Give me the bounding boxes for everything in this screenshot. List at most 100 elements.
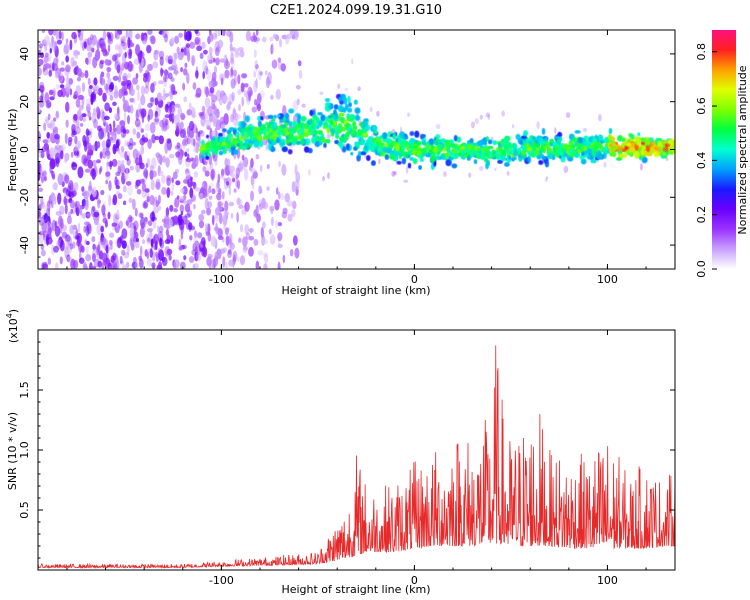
spectrogram-noise-blob — [139, 226, 145, 238]
spectrogram-noise-blob — [87, 110, 91, 118]
spectrogram-noise-blob — [206, 69, 212, 82]
spectrogram-noise-blob — [259, 71, 263, 76]
spectrogram-signal-blob — [320, 133, 324, 137]
spectrogram-noise-blob — [203, 86, 209, 95]
spectrogram-noise-blob — [61, 231, 68, 239]
spectrogram-noise-blob — [190, 181, 196, 186]
spectrogram-noise-blob — [82, 263, 87, 269]
spectrogram-noise-blob — [87, 159, 94, 169]
spectrogram-noise-blob — [142, 200, 147, 209]
spectrogram-signal-blob — [409, 131, 415, 136]
spectrogram-noise-blob — [54, 220, 58, 229]
spectrogram-signal-blob — [451, 163, 457, 169]
spectrogram-noise-blob — [485, 112, 490, 118]
spectrogram-noise-blob — [127, 73, 132, 79]
spectrogram-signal-blob — [372, 125, 378, 131]
spectrogram-noise-blob — [105, 83, 109, 94]
spectrogram-noise-blob — [43, 55, 49, 64]
spectrogram-noise-blob — [147, 114, 150, 122]
spectrogram-signal-blob — [334, 104, 339, 110]
spectrogram-noise-blob — [405, 166, 409, 174]
spectrogram-noise-blob — [165, 119, 169, 126]
spectrogram-noise-blob — [186, 137, 191, 145]
spectrogram-noise-blob — [269, 234, 276, 245]
spectrogram-noise-blob — [259, 164, 263, 173]
spectrogram-noise-blob — [229, 242, 235, 251]
spectrogram-noise-blob — [196, 45, 203, 52]
spectrogram-signal-blob — [382, 137, 389, 143]
spectrogram-noise-blob — [151, 133, 156, 144]
spectrogram-noise-blob — [108, 107, 113, 114]
spectrogram-noise-blob — [159, 154, 163, 166]
spectrogram-noise-blob — [230, 113, 235, 123]
spectrogram-noise-blob — [124, 51, 127, 59]
spectrogram-signal-blob — [586, 154, 591, 160]
spectrogram-noise-blob — [261, 238, 268, 245]
spectrogram-noise-blob — [215, 222, 218, 235]
spectrogram-noise-blob — [297, 60, 302, 67]
spectrogram-noise-blob — [79, 245, 84, 253]
spectrogram-noise-blob — [57, 215, 63, 228]
spectrogram-noise-blob — [206, 165, 212, 171]
spectrogram-noise-blob — [236, 197, 241, 206]
spectrogram-noise-blob — [195, 127, 199, 134]
spectrogram-noise-blob — [164, 239, 171, 245]
spectrogram-noise-blob — [164, 103, 169, 113]
spectrogram-signal-blob — [373, 130, 379, 134]
spectrogram-noise-blob — [71, 31, 77, 40]
spectrogram-noise-blob — [154, 118, 160, 123]
spectrogram-noise-blob — [146, 195, 151, 203]
spectrogram-noise-blob — [114, 259, 120, 269]
spectrogram-noise-blob — [278, 160, 282, 168]
spectrogram-signal-blob — [380, 143, 385, 147]
spectrogram-noise-blob — [66, 215, 72, 225]
spectrogram-noise-blob — [155, 200, 160, 207]
spectrogram-noise-blob — [193, 230, 198, 239]
spectrogram-noise-blob — [167, 55, 173, 65]
spectrogram-noise-blob — [72, 241, 76, 249]
spectrogram-noise-blob — [263, 263, 268, 269]
spectrogram-noise-blob — [269, 205, 275, 212]
spectrogram-noise-blob — [185, 148, 190, 153]
spectrogram-noise-blob — [149, 96, 155, 103]
spectrogram-noise-blob — [236, 173, 239, 182]
spectrogram-noise-blob — [140, 32, 145, 42]
spectrogram-noise-blob — [162, 155, 167, 163]
spectrogram-noise-blob — [83, 221, 90, 226]
spectrogram-noise-blob — [132, 198, 136, 211]
spectrogram-noise-blob — [582, 127, 588, 133]
spectrogram-noise-blob — [138, 258, 144, 269]
spectrogram-noise-blob — [129, 97, 134, 103]
spectrogram-noise-blob — [106, 251, 109, 261]
spectrogram-noise-blob — [107, 32, 114, 42]
spectrogram-noise-blob — [224, 227, 229, 236]
spectrogram-noise-blob — [42, 263, 48, 269]
spectrogram-noise-blob — [195, 87, 202, 98]
spectrogram-noise-blob — [369, 106, 373, 112]
spectrogram-noise-blob — [230, 212, 234, 219]
spectrogram-signal-blob — [540, 154, 544, 158]
spectrogram-noise-blob — [185, 30, 192, 42]
spectrogram-noise-blob — [150, 97, 154, 106]
spectrogram-noise-blob — [149, 211, 156, 222]
spectrogram-noise-blob — [117, 193, 123, 200]
spectrogram-noise-blob — [282, 254, 286, 264]
spectrogram-noise-blob — [72, 114, 78, 124]
spectrogram-noise-blob — [211, 215, 215, 226]
spectrogram-noise-blob — [235, 48, 239, 56]
spectrogram-signal-blob — [382, 132, 388, 139]
spectrogram-noise-blob — [101, 112, 107, 123]
spectrogram-noise-blob — [92, 265, 97, 269]
spectrogram-noise-blob — [127, 185, 133, 196]
spectrogram-signal-blob — [581, 159, 587, 165]
spectrogram-noise-blob — [545, 176, 549, 180]
spectrogram-noise-blob — [87, 142, 92, 152]
spectrogram-noise-blob — [105, 245, 109, 254]
spectrogram-noise-blob — [218, 187, 222, 195]
spectrogram-noise-blob — [205, 119, 212, 129]
spectrogram-noise-blob — [239, 160, 243, 171]
spectrogram-signal-blob — [315, 135, 320, 141]
spectrogram-noise-blob — [204, 170, 210, 177]
spectrogram-noise-blob — [245, 30, 251, 42]
spectrogram-noise-blob — [174, 64, 178, 77]
